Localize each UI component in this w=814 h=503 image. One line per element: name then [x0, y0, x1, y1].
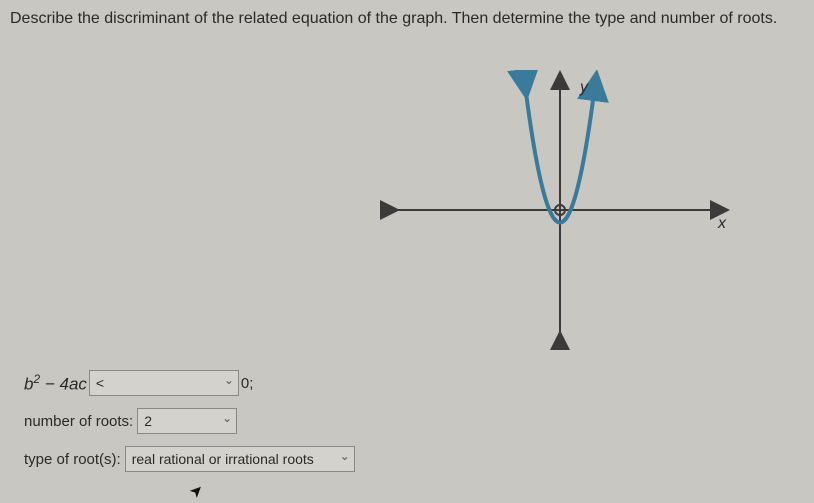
- roots-count-select[interactable]: 2: [137, 408, 237, 434]
- roots-type-row: type of root(s): real rational or irrati…: [24, 445, 355, 473]
- discriminant-row: b2 − 4ac < 0;: [24, 369, 355, 397]
- x-axis-label: x: [717, 215, 727, 232]
- discriminant-label: b2 − 4ac: [24, 372, 87, 395]
- graph-svg: y x: [380, 70, 740, 350]
- roots-count-label: number of roots:: [24, 413, 133, 430]
- roots-type-value: real rational or irrational roots: [132, 451, 314, 467]
- relation-select[interactable]: <: [89, 370, 239, 396]
- answer-panel: b2 − 4ac < 0; number of roots: 2 type of…: [24, 369, 355, 483]
- roots-type-label: type of root(s):: [24, 451, 121, 468]
- zero-text: 0;: [241, 375, 254, 392]
- roots-type-select[interactable]: real rational or irrational roots: [125, 446, 355, 472]
- roots-count-value: 2: [144, 413, 152, 429]
- y-axis-label: y: [579, 79, 589, 96]
- roots-count-row: number of roots: 2: [24, 407, 355, 435]
- graph-container: y x: [380, 70, 740, 350]
- question-text: Describe the discriminant of the related…: [10, 10, 777, 28]
- relation-value: <: [96, 375, 104, 391]
